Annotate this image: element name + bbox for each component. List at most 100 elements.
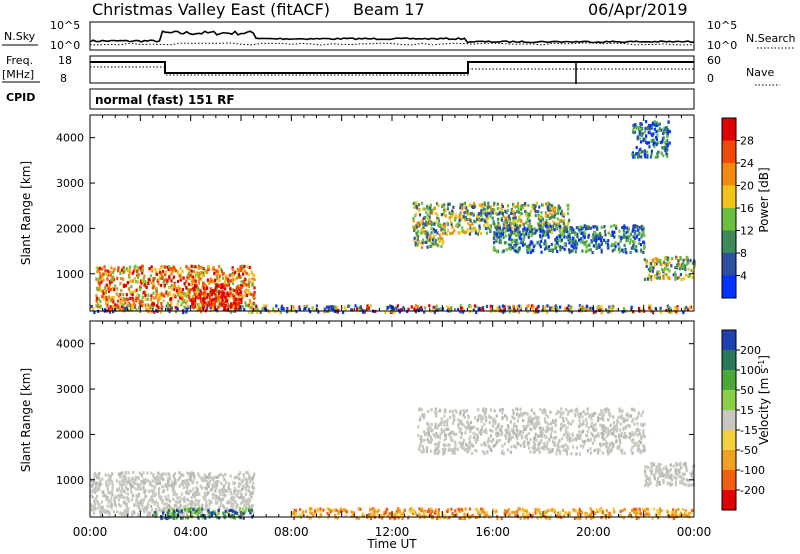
scatter-cell bbox=[642, 428, 645, 432]
scatter-cell bbox=[442, 239, 445, 243]
scatter-cell bbox=[166, 498, 170, 502]
scatter-cell bbox=[481, 511, 484, 515]
scatter-cell bbox=[534, 511, 537, 515]
scatter-cell bbox=[655, 130, 658, 134]
scatter-cell bbox=[487, 211, 490, 216]
scatter-cell bbox=[100, 511, 104, 515]
scatter-cell bbox=[219, 498, 222, 502]
scatter-cell bbox=[532, 305, 535, 309]
scatter-cell bbox=[449, 214, 452, 218]
scatter-cell bbox=[522, 243, 525, 247]
scatter-cell bbox=[532, 203, 535, 207]
scatter-cell bbox=[110, 503, 113, 507]
scatter-cell bbox=[369, 514, 372, 518]
scatter-cell bbox=[556, 249, 559, 253]
scatter-cell bbox=[207, 473, 211, 477]
scatter-cell bbox=[538, 242, 541, 247]
scatter-cell bbox=[576, 235, 579, 239]
scatter-cell bbox=[446, 516, 449, 520]
scatter-cell bbox=[522, 222, 525, 226]
scatter-cell bbox=[425, 235, 428, 239]
scatter-cell bbox=[473, 304, 476, 308]
scatter-cell bbox=[183, 504, 186, 508]
scatter-cell bbox=[144, 494, 147, 499]
scatter-cell bbox=[244, 301, 247, 305]
scatter-cell bbox=[530, 225, 533, 229]
scatter-cell bbox=[660, 151, 663, 155]
scatter-cell bbox=[635, 516, 638, 521]
scatter-cell bbox=[614, 435, 617, 439]
scatter-cell bbox=[485, 217, 488, 221]
scatter-cell bbox=[185, 509, 188, 513]
scatter-cell bbox=[619, 239, 622, 243]
scatter-cell bbox=[566, 452, 569, 456]
scatter-cell bbox=[479, 414, 482, 418]
scatter-cell bbox=[136, 482, 139, 486]
scatter-cell bbox=[187, 273, 190, 277]
scatter-cell bbox=[126, 487, 129, 491]
scatter-cell bbox=[450, 305, 453, 309]
scatter-cell bbox=[445, 232, 449, 236]
scatter-cell bbox=[91, 505, 94, 509]
scatter-cell bbox=[215, 486, 218, 490]
scatter-cell bbox=[238, 298, 241, 302]
scatter-cell bbox=[183, 496, 186, 500]
scatter-cell bbox=[484, 410, 488, 414]
scatter-cell bbox=[613, 247, 616, 252]
scatter-cell bbox=[469, 305, 473, 309]
scatter-cell bbox=[215, 286, 219, 290]
scatter-cell bbox=[592, 244, 595, 248]
scatter-cell bbox=[165, 270, 168, 274]
scatter-cell bbox=[470, 211, 473, 215]
scatter-cell bbox=[162, 281, 165, 285]
scatter-cell bbox=[585, 516, 588, 520]
scatter-cell bbox=[233, 491, 236, 496]
scatter-cell bbox=[637, 445, 640, 449]
scatter-cell bbox=[431, 242, 434, 246]
scatter-cell bbox=[292, 305, 295, 309]
scatter-cell bbox=[164, 516, 167, 520]
scatter-cell bbox=[413, 236, 416, 240]
scatter-cell bbox=[313, 509, 317, 513]
scatter-cell bbox=[245, 498, 248, 502]
scatter-cell bbox=[211, 280, 215, 284]
scatter-cell bbox=[661, 139, 664, 143]
scatter-cell bbox=[294, 509, 297, 513]
scatter-cell bbox=[90, 494, 93, 498]
scatter-cell bbox=[544, 211, 548, 215]
scatter-cell bbox=[463, 211, 466, 215]
scatter-cell bbox=[153, 493, 156, 497]
scatter-cell bbox=[594, 235, 597, 239]
scatter-cell bbox=[512, 222, 515, 226]
scatter-cell bbox=[202, 303, 205, 307]
scatter-cell bbox=[465, 209, 468, 214]
scatter-cell bbox=[201, 510, 204, 514]
scatter-cell bbox=[685, 510, 688, 514]
scatter-cell bbox=[235, 504, 238, 508]
scatter-cell bbox=[329, 510, 332, 514]
scatter-cell bbox=[154, 267, 157, 271]
scatter-cell bbox=[172, 474, 175, 478]
scatter-cell bbox=[436, 213, 439, 218]
scatter-cell bbox=[682, 310, 685, 315]
scatter-cell bbox=[248, 508, 251, 512]
scatter-cell bbox=[167, 304, 170, 308]
scatter-cell bbox=[314, 512, 317, 516]
scatter-cell bbox=[160, 273, 163, 277]
scatter-cell bbox=[589, 248, 592, 252]
scatter-cell bbox=[625, 434, 628, 438]
scatter-cell bbox=[526, 219, 529, 223]
scatter-cell bbox=[131, 279, 134, 283]
scatter-cell bbox=[369, 507, 372, 511]
scatter-cell bbox=[535, 308, 538, 312]
scatter-cell bbox=[292, 511, 295, 515]
scatter-cell bbox=[373, 512, 376, 516]
scatter-cell bbox=[586, 304, 589, 308]
scatter-cell bbox=[205, 499, 208, 503]
scatter-cell bbox=[170, 300, 173, 304]
scatter-cell bbox=[166, 279, 169, 283]
scatter-cell bbox=[691, 276, 695, 280]
scatter-cell bbox=[206, 270, 209, 274]
scatter-cell bbox=[111, 489, 114, 493]
